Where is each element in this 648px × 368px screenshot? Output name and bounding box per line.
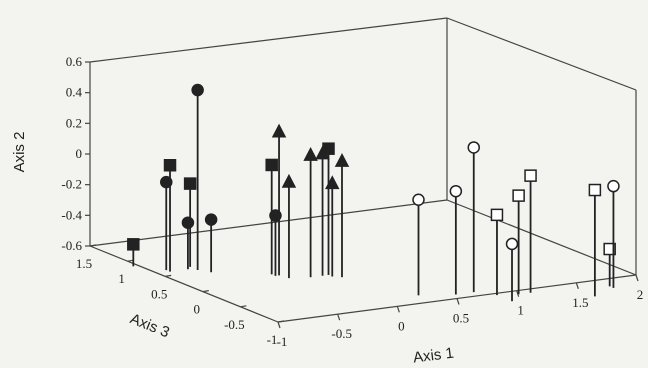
box-edge-right-top (446, 17, 637, 91)
open-circle-marker (505, 237, 519, 251)
x-tick-label: 2 (637, 287, 644, 302)
z-tick-label: -1 (267, 332, 278, 347)
filled-circle-marker (204, 213, 218, 226)
y-tick-label: 0 (76, 146, 83, 161)
filled-triangle-marker (334, 153, 350, 167)
open-circle-marker (607, 179, 620, 193)
filled-square-marker (265, 158, 278, 172)
x-tick-label: 1.5 (572, 295, 588, 310)
z-tick-label: 0 (194, 302, 201, 317)
z-tick-mark (89, 244, 97, 247)
open-square-marker (588, 183, 602, 197)
z-tick-label: 0.5 (151, 286, 167, 301)
filled-triangle-marker (281, 173, 297, 188)
box-edge-floor-front-left (89, 245, 279, 323)
x-tick-label: 0.5 (453, 311, 469, 326)
x-tick-label: -0.5 (331, 326, 352, 341)
x-tick-mark (337, 313, 341, 321)
open-square-marker (603, 242, 616, 256)
filled-circle-marker (181, 216, 195, 229)
z-axis-label: Axis 3 (128, 310, 172, 341)
filled-square-marker (322, 142, 335, 155)
filled-square-marker (127, 238, 140, 251)
z-tick-label: -0.5 (224, 317, 245, 332)
x-axis-label: Axis 1 (412, 345, 455, 367)
x-tick-mark (516, 290, 520, 297)
open-circle-marker (467, 141, 481, 154)
z-tick-label: 1 (118, 271, 125, 286)
y-tick-label: 0.2 (66, 115, 82, 130)
x-tick-mark (456, 298, 460, 305)
box-edge-floor-back (89, 199, 448, 247)
open-circle-marker (412, 193, 425, 206)
filled-circle-marker (160, 175, 173, 189)
y-tick-label: 0.4 (66, 85, 83, 100)
box-edge-floor-right (446, 199, 637, 276)
filled-triangle-marker (271, 123, 287, 138)
filled-square-marker (163, 159, 177, 172)
x-tick-mark (635, 274, 639, 282)
x-tick-label: 0 (398, 318, 405, 333)
y-tick-label: -0.4 (61, 207, 82, 222)
x-axis-ticks: -1 -0.5 0 0.5 1 1.5 2 (277, 274, 644, 349)
y-tick-label: -0.6 (61, 238, 82, 253)
data-points (127, 83, 620, 302)
filled-circle-marker (191, 83, 204, 97)
x-tick-label: 1 (517, 303, 524, 318)
z-tick-mark (277, 320, 285, 323)
z-tick-label: 1.5 (76, 256, 92, 271)
y-axis-ticks: -0.6 -0.4 -0.2 0 0.2 0.4 0.6 (61, 54, 90, 253)
open-square-marker (490, 208, 504, 222)
x-tick-mark (277, 321, 281, 329)
z-tick-mark (240, 305, 247, 308)
z-axis-ticks: -1 -0.5 0 0.5 1 1.5 (76, 244, 285, 347)
filled-triangle-marker (303, 147, 318, 161)
filled-triangle-marker (325, 175, 340, 190)
open-square-marker (512, 189, 525, 202)
x-tick-mark (396, 306, 400, 313)
z-tick-mark (202, 290, 209, 293)
y-axis-label: Axis 2 (11, 132, 28, 173)
open-circle-marker (449, 184, 463, 198)
open-square-marker (524, 169, 537, 182)
x-tick-mark (575, 282, 579, 290)
filled-square-marker (183, 177, 197, 190)
y-tick-label: 0.6 (66, 54, 83, 69)
box-edge-back-top (89, 17, 448, 63)
z-tick-mark (165, 274, 172, 277)
y-tick-label: -0.2 (61, 177, 82, 192)
x-tick-label: -1 (277, 334, 288, 349)
